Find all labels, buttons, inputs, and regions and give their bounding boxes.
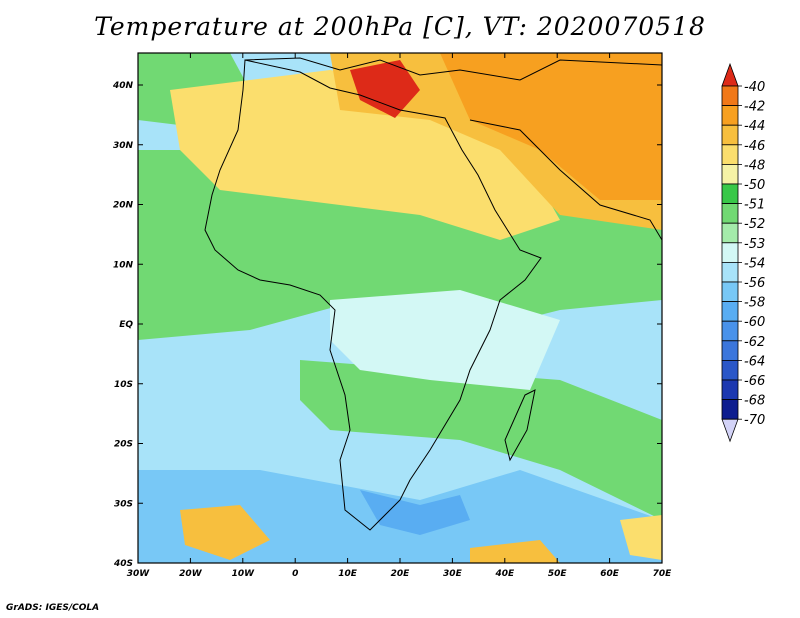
field-south-deep <box>360 490 470 535</box>
lat-tick-label: 30N <box>113 141 134 151</box>
lon-tick-label: 20W <box>179 569 203 579</box>
colorbar-label: -62 <box>744 335 765 350</box>
lon-tick-label: 70E <box>653 569 673 579</box>
field-warm-southeast-corner <box>620 515 662 560</box>
colorbar-label: -56 <box>744 276 765 291</box>
colorbar-swatch <box>721 222 739 244</box>
madagascar-coastline <box>504 389 536 462</box>
lat-tick-label: 40N <box>112 81 134 91</box>
lon-tick-label: 30E <box>443 569 463 579</box>
colorbar-swatch <box>721 105 739 126</box>
colorbar-label: -66 <box>744 374 765 389</box>
colorbar-swatch <box>721 359 739 381</box>
lat-tick-label: EQ <box>119 320 133 330</box>
colorbar-swatch <box>721 281 739 303</box>
colorbar-swatch <box>721 301 739 322</box>
field-warm-southwest <box>180 505 270 560</box>
coastlines <box>204 57 663 531</box>
map-title: Temperature at 200hPa [C], VT: 202007051… <box>94 12 706 41</box>
colorbar-label: -58 <box>744 296 765 311</box>
europe-coastline <box>244 57 663 81</box>
colorbar-label: -51 <box>744 198 765 213</box>
colorbar-swatch <box>721 242 739 263</box>
colorbar: -40 -42 -44 -46 -48 -50 -51 -52 -53 -54 -56 -58 -60 -… <box>721 62 765 443</box>
field-arabia <box>440 53 662 200</box>
field-south-band <box>300 360 662 520</box>
lat-tick-label: 10S <box>114 380 133 390</box>
africa-coastline <box>204 59 542 531</box>
colorbar-swatch <box>721 261 739 283</box>
colorbar-label: -54 <box>744 256 765 271</box>
lon-tick-label: 30W <box>127 569 151 579</box>
lat-tick-label: 40S <box>113 559 133 569</box>
arabia-coastline <box>469 119 663 241</box>
lon-tick-label: 10E <box>338 569 358 579</box>
temperature-field <box>138 53 662 563</box>
colorbar-swatch <box>721 124 739 146</box>
colorbar-label: -64 <box>744 354 765 369</box>
colorbar-swatch <box>721 163 739 185</box>
lon-tick-label: 40E <box>494 569 515 579</box>
colorbar-label: -40 <box>744 80 765 95</box>
tick-marks <box>137 53 663 564</box>
colorbar-label: -42 <box>744 100 765 115</box>
lat-tick-label: 20S <box>114 440 133 450</box>
colorbar-swatch <box>721 379 739 401</box>
colorbar-swatch <box>721 340 739 361</box>
colorbar-swatch <box>721 203 739 224</box>
colorbar-label: -53 <box>744 237 765 252</box>
lon-tick-label: 10W <box>232 569 256 579</box>
lat-tick-label: 30S <box>114 499 133 509</box>
field-congo <box>330 290 560 390</box>
lon-tick-label: 50E <box>548 569 568 579</box>
colorbar-swatch <box>721 399 739 420</box>
colorbar-top-arrow <box>721 62 739 87</box>
colorbar-swatch <box>721 320 739 342</box>
lon-tick-label: 0 <box>292 569 298 579</box>
credit-text: GrADS: IGES/COLA <box>6 603 100 613</box>
colorbar-label: -46 <box>744 139 765 154</box>
colorbar-label: -60 <box>744 315 765 330</box>
lon-tick-label: 20E <box>391 569 411 579</box>
colorbar-swatch <box>721 85 739 107</box>
colorbar-label: -52 <box>744 217 765 232</box>
lon-tick-label: 60E <box>600 569 620 579</box>
colorbar-label: -50 <box>744 178 765 193</box>
longitude-labels: 30W 20W 10W 0 10E 20E 30E 40E 50E 60E 70E <box>127 569 672 579</box>
colorbar-swatch <box>721 183 739 205</box>
colorbar-bottom-arrow <box>721 418 739 443</box>
colorbar-label: -68 <box>744 394 765 409</box>
colorbar-swatch <box>721 144 739 165</box>
colorbar-label: -48 <box>744 158 765 173</box>
lat-tick-label: 10N <box>113 260 134 270</box>
lat-tick-label: 20N <box>113 201 134 211</box>
colorbar-label: -70 <box>744 413 765 428</box>
colorbar-label: -44 <box>744 119 765 134</box>
latitude-labels: 40N 30N 20N 10N EQ 10S 20S 30S 40S <box>112 81 134 569</box>
field-warm-southeast <box>470 540 560 563</box>
field-hot-core <box>350 60 420 118</box>
